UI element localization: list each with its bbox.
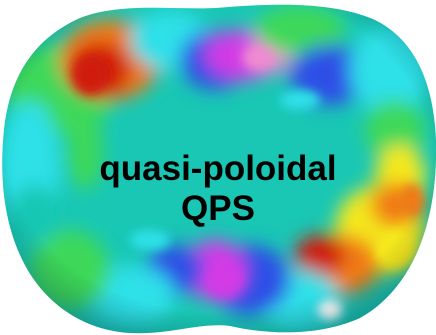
caption-line-1: quasi-poloidal: [99, 149, 337, 188]
caption-line-2: QPS: [181, 189, 255, 228]
